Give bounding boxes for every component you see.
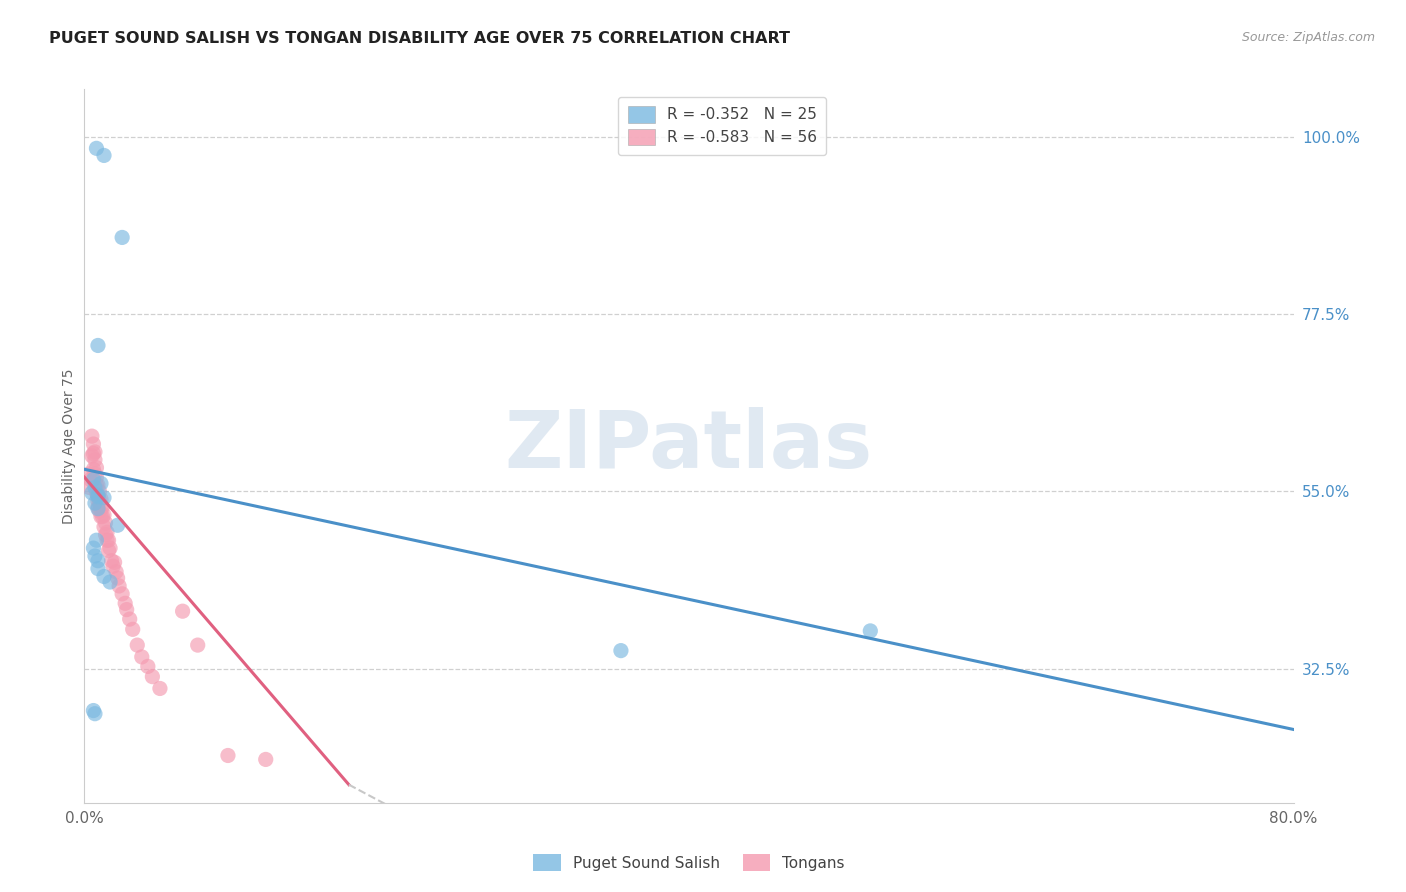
Point — [82, 541, 104, 555]
Text: PUGET SOUND SALISH VS TONGAN DISABILITY AGE OVER 75 CORRELATION CHART: PUGET SOUND SALISH VS TONGAN DISABILITY … — [49, 31, 790, 46]
Point — [87, 490, 110, 504]
Point — [121, 623, 143, 637]
Point — [111, 230, 134, 244]
Point — [97, 543, 120, 558]
Point — [93, 508, 115, 522]
Point — [87, 493, 110, 508]
Point — [93, 491, 115, 505]
Point — [87, 561, 110, 575]
Point — [104, 555, 127, 569]
Point — [105, 565, 128, 579]
Point — [100, 554, 122, 568]
Point — [98, 574, 121, 589]
Text: ZIPatlas: ZIPatlas — [505, 407, 873, 485]
Point — [118, 612, 141, 626]
Point — [86, 533, 108, 548]
Y-axis label: Disability Age Over 75: Disability Age Over 75 — [62, 368, 76, 524]
Point — [87, 488, 110, 502]
Point — [82, 704, 104, 718]
Point — [89, 484, 111, 499]
Point — [94, 516, 117, 530]
Point — [87, 500, 110, 515]
Point — [80, 429, 103, 443]
Point — [108, 579, 131, 593]
Point — [84, 445, 107, 459]
Point — [136, 659, 159, 673]
Point — [90, 501, 112, 516]
Point — [114, 596, 136, 610]
Point — [254, 752, 277, 766]
Point — [107, 518, 129, 533]
Point — [87, 338, 110, 352]
Point — [87, 478, 110, 492]
Point — [96, 525, 118, 540]
Point — [93, 148, 115, 162]
Point — [79, 473, 101, 487]
Point — [93, 520, 115, 534]
Point — [111, 587, 134, 601]
Point — [91, 509, 114, 524]
Point — [94, 527, 117, 541]
Point — [91, 500, 114, 515]
Point — [84, 480, 107, 494]
Point — [82, 437, 104, 451]
Point — [86, 470, 108, 484]
Legend: Puget Sound Salish, Tongans: Puget Sound Salish, Tongans — [527, 848, 851, 877]
Point — [101, 559, 124, 574]
Point — [82, 446, 104, 460]
Text: Source: ZipAtlas.com: Source: ZipAtlas.com — [1241, 31, 1375, 45]
Point — [86, 478, 108, 492]
Point — [98, 541, 121, 555]
Point — [115, 602, 138, 616]
Point — [84, 549, 107, 563]
Point — [107, 571, 129, 585]
Point — [89, 493, 111, 508]
Point — [89, 504, 111, 518]
Point — [86, 460, 108, 475]
Point — [172, 604, 194, 618]
Point — [84, 467, 107, 481]
Point — [93, 569, 115, 583]
Point — [82, 473, 104, 487]
Point — [141, 670, 163, 684]
Point — [90, 509, 112, 524]
Point — [87, 501, 110, 516]
Point — [187, 638, 209, 652]
Point — [90, 492, 112, 507]
Point — [86, 141, 108, 155]
Point — [149, 681, 172, 696]
Point — [77, 480, 100, 494]
Point — [217, 748, 239, 763]
Point — [87, 488, 110, 502]
Point — [80, 486, 103, 500]
Point — [84, 496, 107, 510]
Point — [90, 476, 112, 491]
Point — [86, 486, 108, 500]
Point — [84, 452, 107, 467]
Point — [84, 706, 107, 721]
Point — [77, 467, 100, 481]
Point — [82, 462, 104, 476]
Point — [96, 533, 118, 548]
Point — [87, 554, 110, 568]
Point — [127, 638, 149, 652]
Point — [131, 649, 153, 664]
Point — [80, 449, 103, 463]
Point — [97, 533, 120, 548]
Point — [859, 624, 882, 638]
Point — [610, 643, 633, 657]
